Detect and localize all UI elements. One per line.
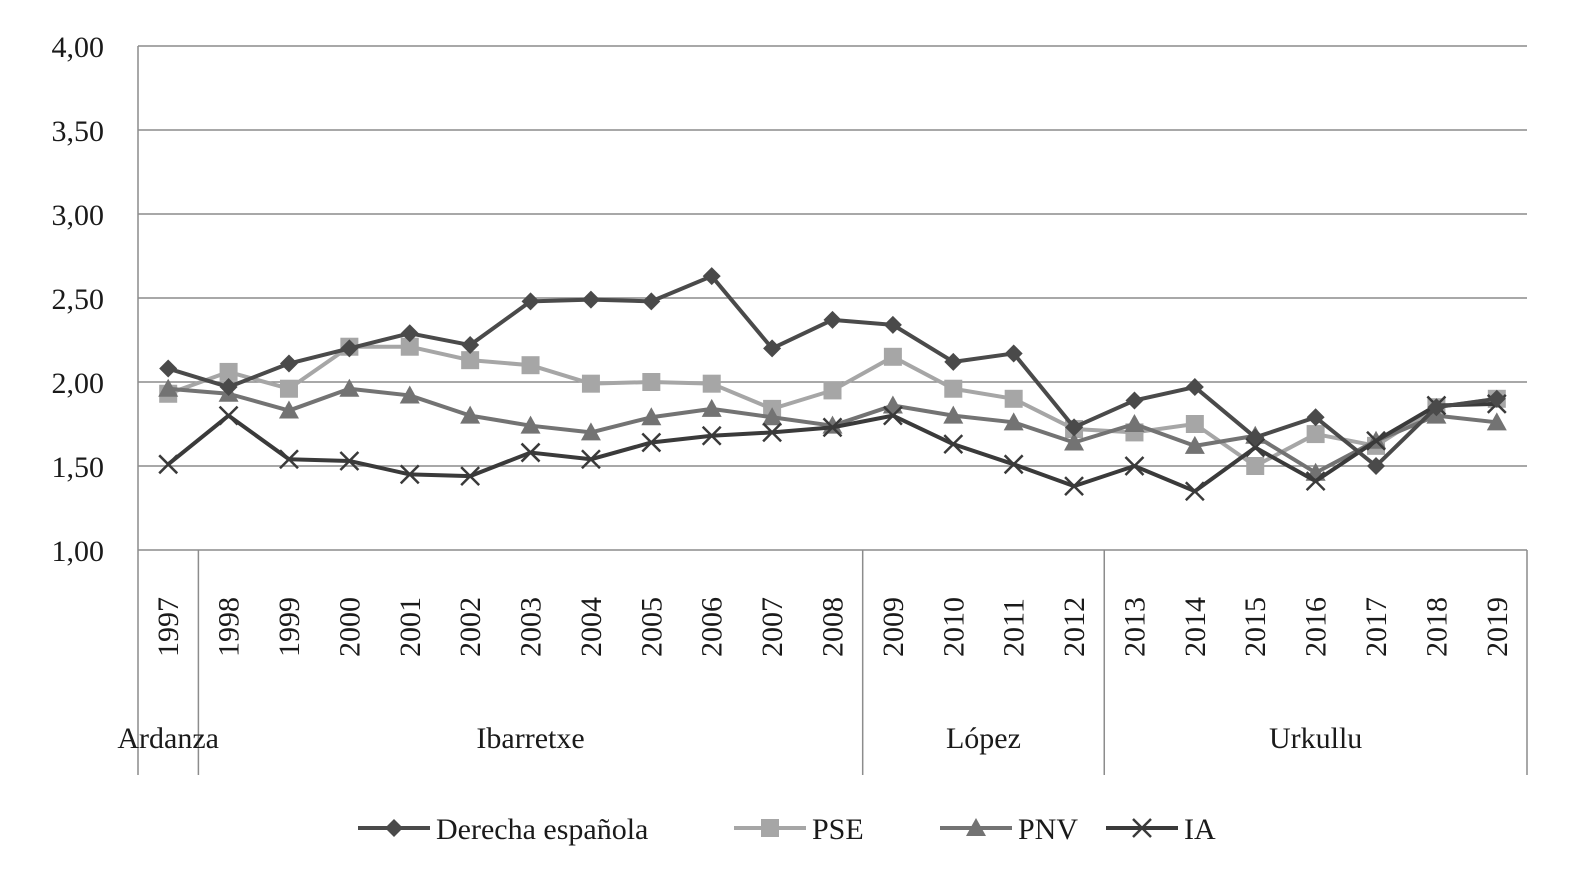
data-point-pse	[1307, 425, 1325, 443]
legend-item-derecha-espanola: Derecha española	[358, 813, 648, 846]
x-tick-label: 2006	[696, 597, 729, 657]
data-point-derecha-espanola	[159, 360, 177, 378]
data-point-pse	[1005, 390, 1023, 408]
data-point-pse	[703, 375, 721, 393]
data-point-pnv	[1124, 414, 1144, 432]
y-tick-label: 3,00	[52, 199, 105, 232]
x-tick-label: 2016	[1300, 597, 1333, 657]
data-point-pnv	[883, 396, 903, 414]
legend-label-pse: PSE	[812, 813, 864, 846]
x-tick-label: 2015	[1239, 597, 1272, 657]
data-point-pse	[1186, 415, 1204, 433]
x-tick-label: 2000	[333, 597, 366, 657]
y-tick-label: 4,00	[52, 31, 105, 64]
line-chart: 1,001,502,002,503,003,504,00 1997 1998 199…	[0, 0, 1584, 895]
data-point-pse	[582, 375, 600, 393]
legend-label-pnv: PNV	[1018, 813, 1078, 846]
legend-item-pse: PSE	[734, 813, 864, 846]
legend-marker-pse	[761, 819, 779, 837]
data-point-pse	[884, 348, 902, 366]
x-tick-label: 2007	[756, 597, 789, 657]
x-tick-label: 2005	[635, 597, 668, 657]
x-tick-label: 2001	[394, 597, 427, 657]
series-pse	[159, 338, 1506, 475]
x-tick-label: 1997	[152, 597, 185, 657]
period-label-ardanza: Ardanza	[117, 722, 219, 755]
data-point-derecha-espanola	[884, 316, 902, 334]
x-tick-label: 2019	[1481, 597, 1514, 657]
x-tick-label: 2013	[1118, 597, 1151, 657]
x-tick-label: 2008	[817, 597, 850, 657]
data-point-ia	[220, 407, 238, 425]
series-line-derecha-espanola	[168, 276, 1497, 466]
x-tick-label: 1999	[273, 597, 306, 657]
data-series	[158, 267, 1507, 500]
y-tick-label: 2,00	[52, 367, 105, 400]
data-point-pse	[280, 380, 298, 398]
x-tick-label: 2018	[1420, 597, 1453, 657]
x-tick-label: 2009	[877, 597, 910, 657]
x-tick-label: 2014	[1179, 597, 1212, 657]
legend-label-derecha-espanola: Derecha española	[436, 813, 648, 846]
x-tick-label: 1998	[213, 597, 246, 657]
x-tick-label: 2004	[575, 597, 608, 657]
data-point-pse	[1246, 457, 1264, 475]
period-label-ibarretxe: Ibarretxe	[476, 722, 584, 755]
period-labels: Ardanza Ibarretxe López Urkullu	[117, 722, 1362, 755]
period-label-urkullu: Urkullu	[1269, 722, 1362, 755]
data-point-derecha-espanola	[582, 291, 600, 309]
y-tick-label: 2,50	[52, 283, 105, 316]
series-ia	[159, 395, 1506, 500]
series-line-pse	[168, 347, 1497, 466]
legend-marker-derecha-espanola	[385, 819, 403, 837]
period-label-lopez: López	[946, 722, 1021, 755]
data-point-derecha-espanola	[1125, 391, 1143, 409]
data-point-pse	[944, 380, 962, 398]
y-tick-label: 3,50	[52, 115, 105, 148]
data-point-pse	[522, 356, 540, 374]
data-point-pse	[642, 373, 660, 391]
axes	[138, 46, 1527, 775]
data-point-derecha-espanola	[642, 292, 660, 310]
x-tick-label: 2003	[515, 597, 548, 657]
data-point-derecha-espanola	[280, 355, 298, 373]
y-axis-ticks: 1,00 1,50 2,00 2,50 3,00 3,50 4,00	[52, 31, 105, 568]
data-point-derecha-espanola	[944, 353, 962, 371]
x-tick-label: 2012	[1058, 597, 1091, 657]
x-tick-label: 2017	[1360, 597, 1393, 657]
y-tick-label: 1,00	[52, 535, 105, 568]
x-tick-label: 2011	[998, 598, 1031, 657]
data-point-pse	[824, 381, 842, 399]
x-axis-categories: 1997 1998 1999 2000 2001 2002 2003 2004 2005 2006…	[152, 597, 1514, 657]
data-point-ia	[1186, 482, 1204, 500]
legend-item-pnv: PNV	[940, 813, 1078, 846]
legend: Derecha española PSE PNV IA	[358, 813, 1216, 846]
x-tick-label: 2010	[937, 597, 970, 657]
x-tick-label: 2002	[454, 597, 487, 657]
y-tick-label: 1,50	[52, 451, 105, 484]
legend-label-ia: IA	[1184, 813, 1216, 846]
legend-item-ia: IA	[1106, 813, 1216, 846]
data-point-derecha-espanola	[824, 311, 842, 329]
data-point-ia	[159, 455, 177, 473]
